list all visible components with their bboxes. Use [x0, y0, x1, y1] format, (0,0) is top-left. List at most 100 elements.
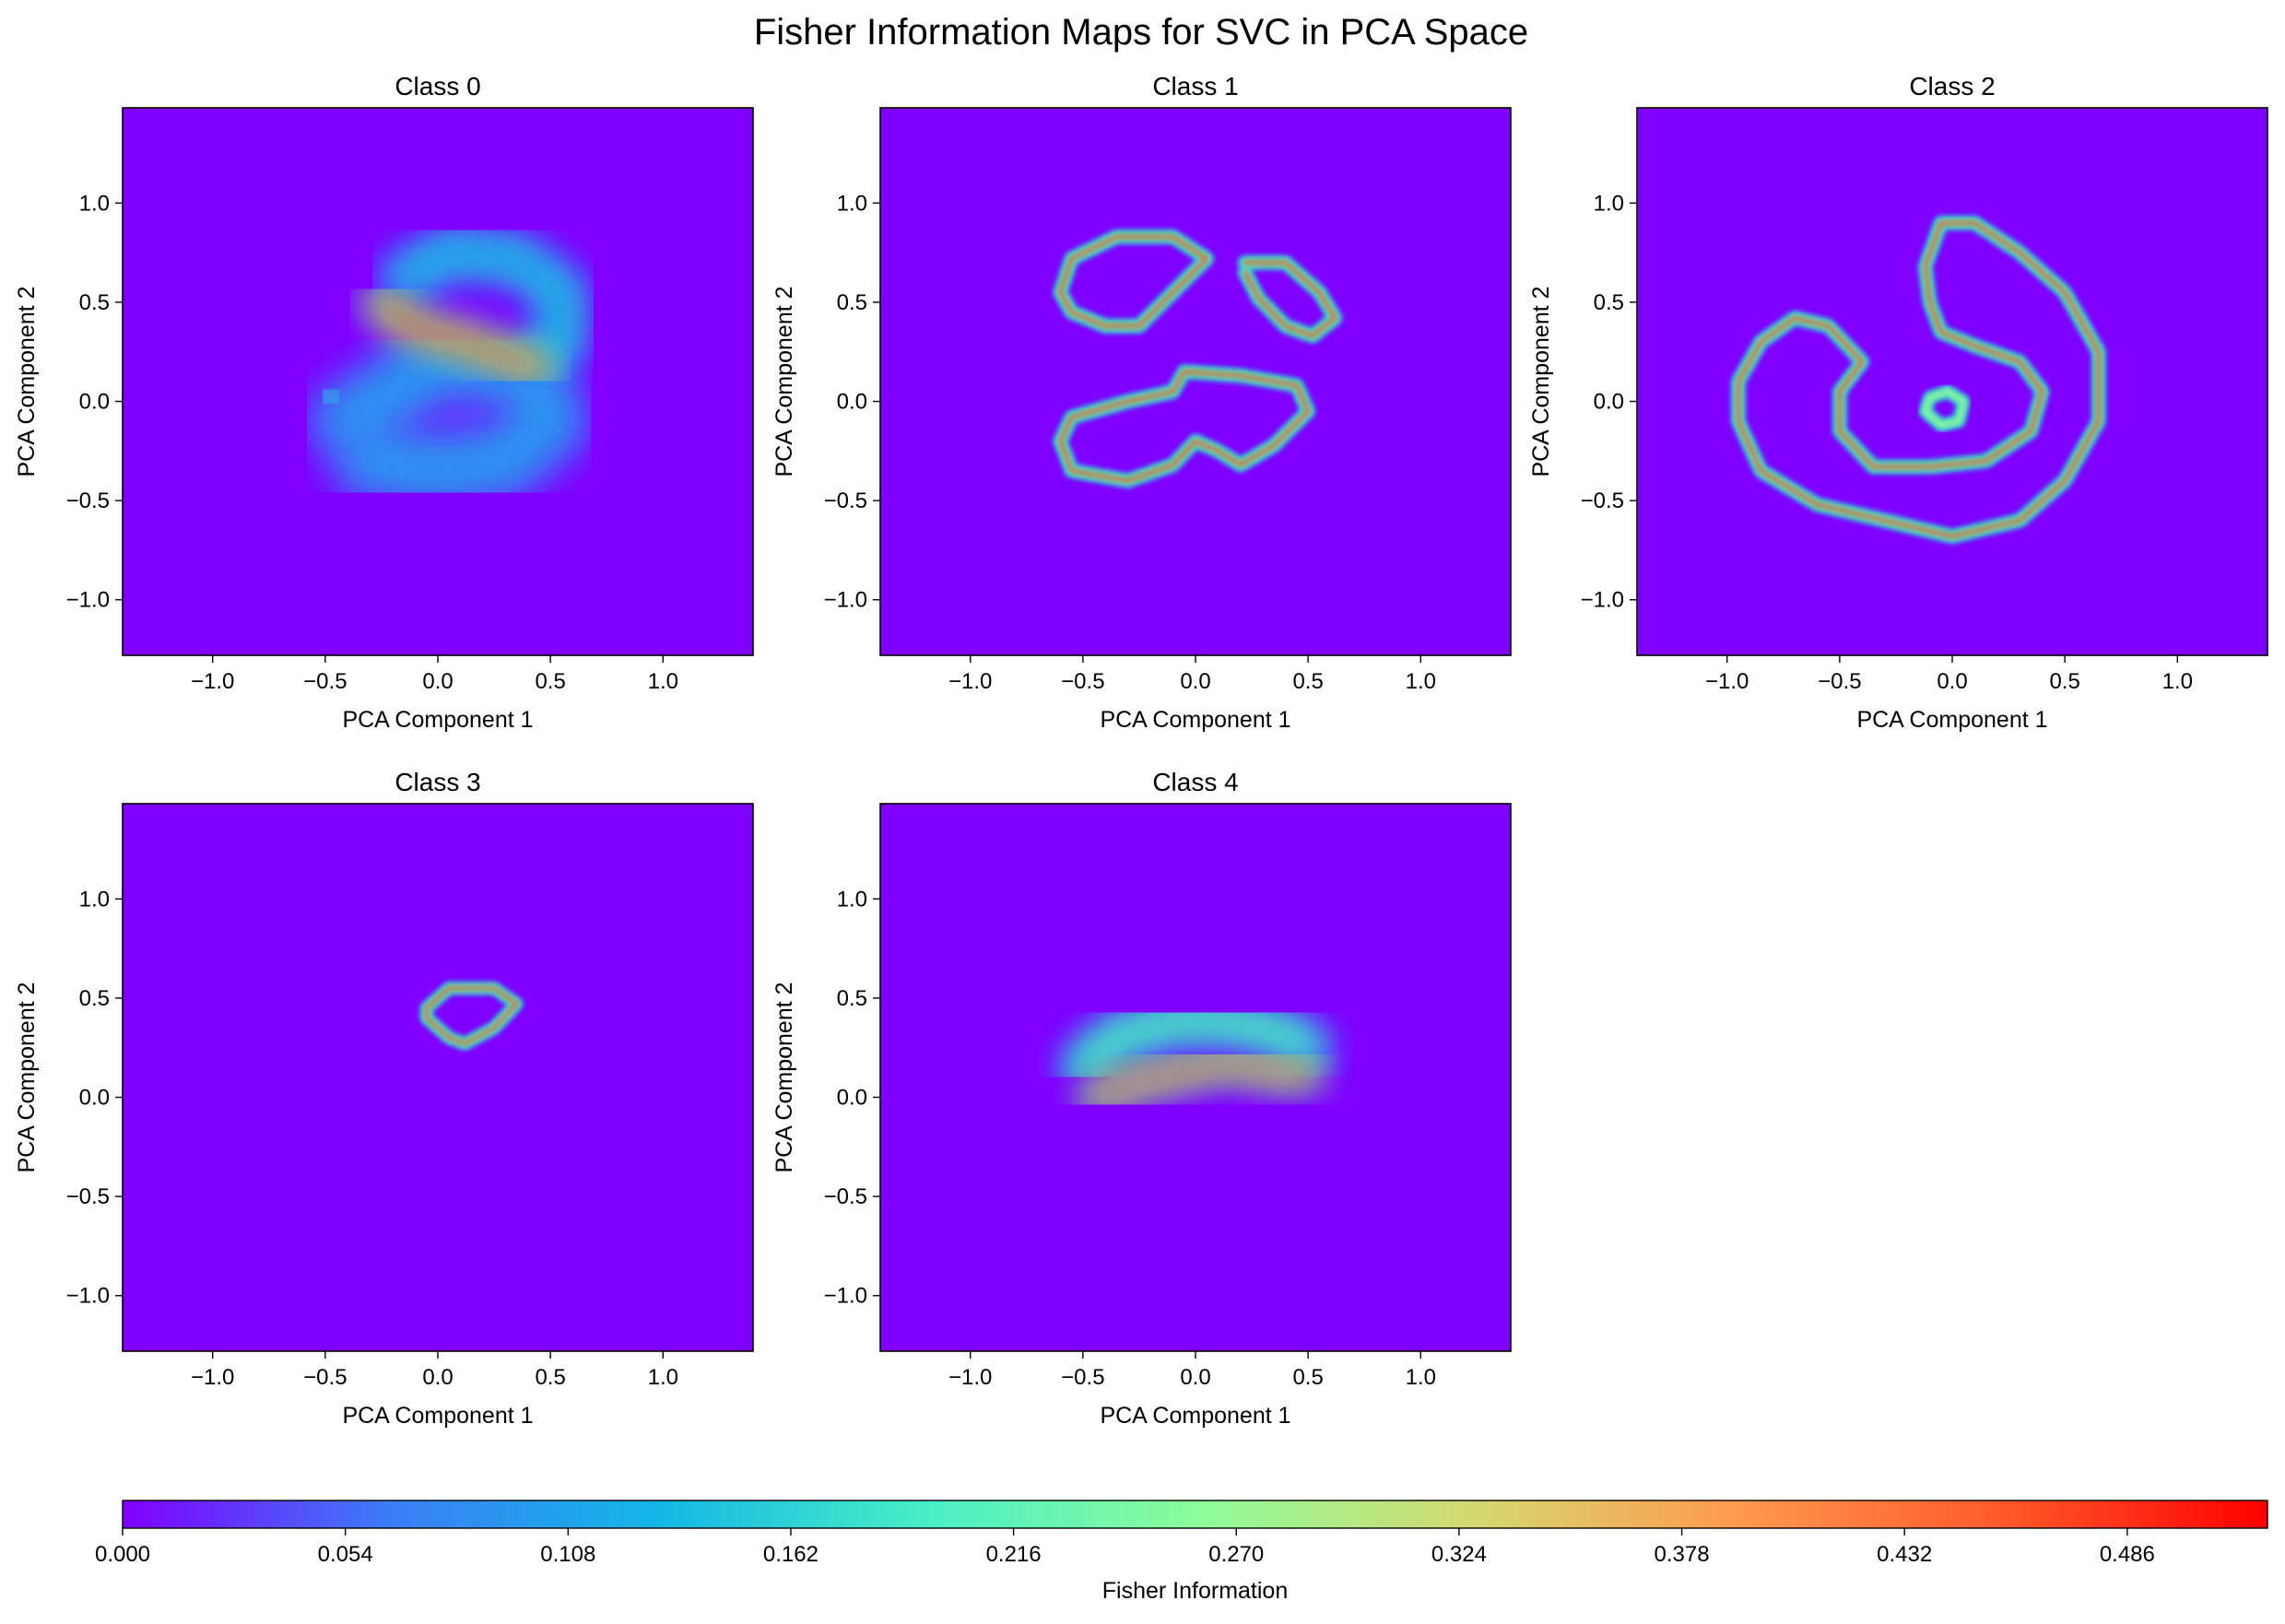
panel-title: Class 0	[395, 72, 480, 100]
panel-class-3: −1.0 −0.5 0.0 0.5 1.0 −1.0 −0.5 0.0 0.5 1.0 Class …	[14, 768, 754, 1429]
colorbar-tick-label: 0.054	[318, 1542, 373, 1567]
y-tick-label: −1.0	[1581, 588, 1624, 613]
y-axis-label: PCA Component 2	[771, 982, 797, 1172]
x-axis-label: PCA Component 1	[1856, 707, 2047, 733]
colorbar-tick-label: 0.432	[1877, 1542, 1932, 1567]
y-tick-label: 1.0	[837, 887, 867, 912]
heatmap-ridge-1-2	[396, 244, 570, 374]
colorbar-tick-label: 0.162	[763, 1542, 819, 1567]
y-tick-label: 0.0	[1594, 390, 1624, 415]
x-tick-label: −0.5	[303, 1365, 347, 1390]
y-tick-label: 0.0	[79, 390, 110, 415]
heatmap-background	[880, 108, 1511, 655]
x-axis-label: PCA Component 1	[342, 707, 533, 733]
x-tick-label: 0.0	[1180, 1365, 1210, 1390]
y-tick-label: 1.0	[837, 191, 867, 216]
x-tick-label: 0.5	[2049, 669, 2079, 694]
panel-title: Class 3	[395, 768, 480, 796]
x-axis-label: PCA Component 1	[1100, 1403, 1290, 1429]
colorbar-tick-label: 0.486	[2100, 1542, 2155, 1567]
y-tick-label: 0.5	[837, 986, 867, 1011]
x-tick-label: −1.0	[948, 1365, 992, 1390]
panel-title: Class 2	[1909, 72, 1995, 100]
y-tick-label: 0.5	[79, 290, 110, 315]
x-tick-label: 0.5	[535, 669, 565, 694]
x-tick-label: 0.0	[422, 1365, 453, 1390]
y-tick-label: −1.0	[824, 1284, 867, 1309]
colorbar-tick-label: 0.324	[1431, 1542, 1487, 1567]
heatmap-ridge-0-2	[1058, 234, 1209, 328]
colorbar-tick-label: 0.270	[1208, 1542, 1264, 1567]
panel-class-0: −1.0 −0.5 0.0 0.5 1.0 −1.0 −0.5 0.0 0.5 1.0 Class …	[14, 72, 754, 733]
x-tick-label: −0.5	[1061, 669, 1104, 694]
y-tick-label: −0.5	[824, 488, 867, 513]
colorbar-gradient	[122, 1500, 2268, 1529]
heatmap-features	[1053, 229, 1343, 488]
y-axis-label: PCA Component 2	[1528, 286, 1554, 477]
heatmap-ridge-1-2	[1243, 260, 1337, 338]
x-tick-label: 1.0	[1406, 669, 1436, 694]
heatmap-ridge-1-2	[1923, 390, 1965, 427]
y-tick-label: −0.5	[1581, 488, 1624, 513]
heatmap-ridge-0-2	[334, 348, 564, 485]
panel-title: Class 1	[1152, 72, 1238, 100]
x-tick-label: 1.0	[648, 669, 678, 694]
heatmap-background	[123, 804, 753, 1351]
y-tick-label: 0.5	[837, 290, 867, 315]
x-tick-label: 1.0	[2162, 669, 2193, 694]
y-tick-label: 0.0	[79, 1086, 110, 1111]
x-tick-label: 1.0	[1406, 1365, 1436, 1390]
y-tick-label: −0.5	[66, 488, 110, 513]
y-tick-label: −1.0	[66, 1284, 110, 1309]
y-axis-label: PCA Component 2	[14, 286, 40, 477]
heatmap-ridge-0-2	[1737, 220, 2101, 538]
x-tick-label: −1.0	[1705, 669, 1749, 694]
x-tick-label: −1.0	[948, 669, 992, 694]
colorbar-tick-label: 0.108	[540, 1542, 595, 1567]
y-tick-label: 1.0	[79, 191, 110, 216]
colorbar-tick-label: 0.216	[986, 1542, 1042, 1567]
x-tick-label: −0.5	[1061, 1365, 1104, 1390]
heatmap-ridge-2-2	[376, 297, 545, 373]
figure-title: Fisher Information Maps for SVC in PCA S…	[754, 12, 1528, 53]
heatmap-features	[300, 225, 597, 518]
y-tick-label: −0.5	[824, 1184, 867, 1209]
y-tick-label: 1.0	[1594, 191, 1624, 216]
panel-class-2: −1.0 −0.5 0.0 0.5 1.0 −1.0 −0.5 0.0 0.5 1.0 Class …	[1528, 72, 2268, 733]
y-tick-label: −1.0	[824, 588, 867, 613]
x-axis-label: PCA Component 1	[1100, 707, 1290, 733]
y-tick-label: −0.5	[66, 1184, 110, 1209]
heatmap-features	[1731, 216, 2106, 544]
colorbar-tick-label: 0.378	[1655, 1542, 1710, 1567]
heatmap-features	[1059, 998, 1332, 1114]
heatmap-ridge-0-2	[425, 986, 519, 1046]
colorbar-tick-label: 0.000	[95, 1542, 150, 1567]
x-tick-label: −1.0	[191, 1365, 234, 1390]
y-axis-label: PCA Component 2	[771, 286, 797, 477]
x-tick-label: 0.0	[1180, 669, 1210, 694]
x-tick-label: 0.5	[1292, 1365, 1323, 1390]
colorbar-label: Fisher Information	[1102, 1578, 1288, 1604]
panel-class-1: −1.0 −0.5 0.0 0.5 1.0 −1.0 −0.5 0.0 0.5 1.0 Class …	[771, 72, 1512, 733]
colorbar: 0.000 0.054 0.108 0.162 0.216 0.270 0.324 0.378…	[95, 1500, 2268, 1604]
heatmap-ridge-4-2	[321, 387, 341, 406]
panel-class-4: −1.0 −0.5 0.0 0.5 1.0 −1.0 −0.5 0.0 0.5 1.0 Class …	[771, 768, 1512, 1429]
x-tick-label: −1.0	[191, 669, 234, 694]
panel-title: Class 4	[1152, 768, 1238, 796]
y-tick-label: 0.0	[837, 1086, 867, 1111]
y-tick-label: −1.0	[66, 588, 110, 613]
heatmap-features	[419, 982, 524, 1051]
y-tick-label: 0.5	[79, 986, 110, 1011]
y-tick-label: 0.0	[837, 390, 867, 415]
heatmap-ridge-1-2	[1089, 1056, 1313, 1102]
panels: −1.0 −0.5 0.0 0.5 1.0 −1.0 −0.5 0.0 0.5 1.0 Class …	[14, 72, 2268, 1429]
x-tick-label: −0.5	[1818, 669, 1861, 694]
x-tick-label: 0.5	[535, 1365, 565, 1390]
x-tick-label: −0.5	[303, 669, 347, 694]
heatmap-ridge-2-2	[1058, 370, 1310, 483]
y-tick-label: 0.5	[1594, 290, 1624, 315]
x-tick-label: 0.0	[422, 669, 453, 694]
x-tick-label: 0.5	[1292, 669, 1323, 694]
y-tick-label: 1.0	[79, 887, 110, 912]
